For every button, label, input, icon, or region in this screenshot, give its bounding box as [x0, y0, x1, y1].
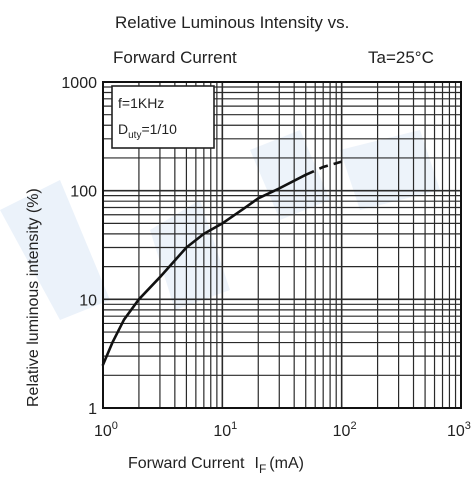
chart-title-line-1: Relative Luminous Intensity vs. [115, 13, 349, 32]
temperature-condition: Ta=25°C [368, 48, 434, 67]
annotation-frequency: f=1KHz [118, 95, 164, 111]
x-axis-tick-labels: 100 101 102 103 [94, 420, 471, 440]
plot-frame [102, 81, 462, 409]
x-tick-label: 100 [94, 420, 118, 440]
y-axis-tick-labels: 1 10 100 1000 [61, 75, 97, 418]
series-line-solid [101, 173, 308, 367]
x-tick-label: 101 [213, 420, 237, 440]
series-line-dashed [305, 160, 343, 176]
chart-title-line-2: Forward Current [113, 48, 237, 67]
y-tick-label: 10 [79, 292, 97, 309]
annotation-frame [111, 85, 215, 149]
y-axis-label: Relative luminous intensity (%) [25, 188, 42, 407]
x-axis-label: Forward Current IF (mA) [128, 455, 304, 476]
annotation-box: f=1KHz Duty=1/10 [111, 85, 215, 149]
annotation-duty: Duty=1/10 [118, 121, 177, 141]
plot-border [102, 81, 462, 409]
y-tick-label: 1000 [61, 75, 97, 92]
y-tick-label: 1 [88, 401, 97, 418]
x-tick-label: 102 [333, 420, 357, 440]
y-tick-label: 100 [70, 184, 97, 201]
x-tick-label: 103 [447, 420, 471, 440]
data-curve [101, 160, 343, 367]
